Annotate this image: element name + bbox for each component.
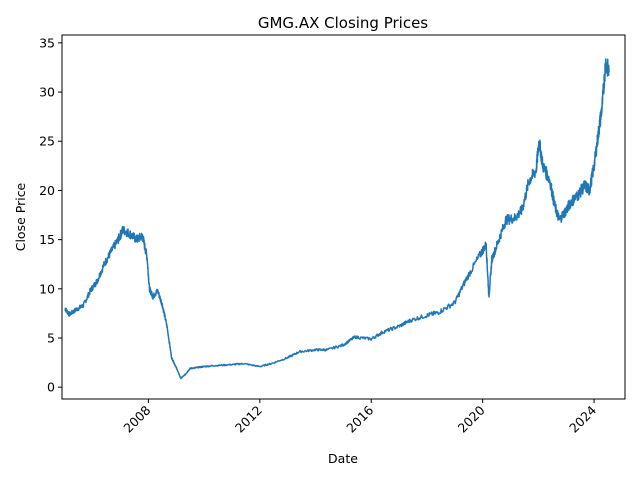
y-tick-label: 30: [39, 85, 55, 100]
y-tick-label: 0: [47, 380, 55, 395]
y-tick-label: 25: [39, 134, 55, 149]
y-axis-label: Close Price: [13, 182, 28, 251]
y-tick-label: 20: [39, 183, 55, 198]
series-line: [64, 58, 610, 380]
chart-title: GMG.AX Closing Prices: [258, 14, 428, 32]
y-axis: 0 5 10 15 20 25 30 35: [39, 35, 62, 395]
y-tick-label: 15: [39, 232, 55, 247]
y-tick-label: 10: [39, 281, 55, 296]
axes-frame: [61, 34, 626, 400]
x-axis-label: Date: [328, 451, 358, 466]
y-tick-label: 35: [39, 35, 55, 50]
plot-area: [64, 58, 610, 380]
y-tick-label: 5: [47, 331, 55, 346]
